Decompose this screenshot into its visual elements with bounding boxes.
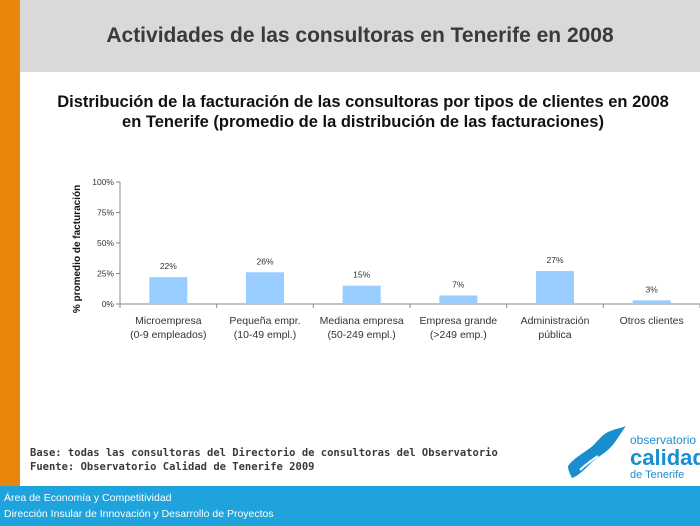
category-label-6: Otros clientes: [620, 315, 684, 327]
y-tick-label: 50%: [97, 238, 114, 248]
footer-banner: Área de Economía y Competitividad Direcc…: [0, 486, 700, 526]
bar-chart: 0% 25% 50% 75% 100% % promedio de facturación…: [72, 177, 700, 341]
observatorio-logo-icon: [568, 426, 626, 478]
data-label-3: 15%: [353, 270, 370, 280]
footer-line2: Dirección Insular de Innovación y Desarr…: [4, 508, 274, 520]
page-title: Actividades de las consultoras en Teneri…: [106, 24, 614, 47]
chart-title: Distribución de la facturación de las co…: [26, 92, 700, 132]
bar-4: [439, 295, 478, 304]
base-note: Base: todas las consultoras del Director…: [30, 446, 498, 474]
category-label-5: Administración: [521, 315, 590, 327]
data-label-2: 26%: [256, 256, 273, 266]
category-label-1: Microempresa: [135, 315, 202, 327]
left-accent-bar: [0, 0, 20, 526]
category-label-2: Pequeña empr.: [229, 315, 300, 327]
category-label-5: pública: [538, 329, 571, 341]
chart-title-line1: Distribución de la facturación de las co…: [57, 93, 669, 111]
category-label-3: Mediana empresa: [320, 315, 404, 327]
data-label-4: 7%: [452, 279, 465, 289]
footer-line1: Área de Economía y Competitividad: [4, 492, 172, 504]
bar-2: [246, 272, 284, 304]
bar-3: [342, 285, 381, 304]
logo-text-calidad: calidad: [630, 445, 700, 470]
bar-6: [632, 300, 671, 304]
chart-title-line2: en Tenerife (promedio de la distribución…: [122, 113, 604, 131]
y-axis-label: % promedio de facturación: [72, 185, 83, 313]
y-tick-label: 0%: [102, 299, 115, 309]
bar-5: [536, 271, 574, 304]
data-label-5: 27%: [546, 255, 563, 265]
category-label-2: (10-49 empl.): [234, 329, 296, 341]
logo-text-tenerife: de Tenerife: [630, 469, 685, 481]
source-line: Fuente: Observatorio Calidad de Tenerife…: [30, 461, 315, 473]
bar-1: [149, 277, 188, 304]
y-tick-label: 25%: [97, 269, 114, 279]
logo-text-observatorio: observatorio: [630, 433, 697, 447]
data-label-1: 22%: [160, 261, 177, 271]
category-label-4: (>249 emp.): [430, 329, 487, 341]
y-tick-label: 100%: [92, 177, 114, 187]
header-banner: Actividades de las consultoras en Teneri…: [20, 0, 700, 72]
category-label-1: (0-9 empleados): [130, 329, 206, 341]
base-line: Base: todas las consultoras del Director…: [30, 447, 498, 459]
data-label-6: 3%: [646, 284, 659, 294]
y-tick-label: 75%: [97, 208, 114, 218]
category-label-4: Empresa grande: [420, 315, 498, 327]
category-label-3: (50-249 empl.): [328, 329, 396, 341]
